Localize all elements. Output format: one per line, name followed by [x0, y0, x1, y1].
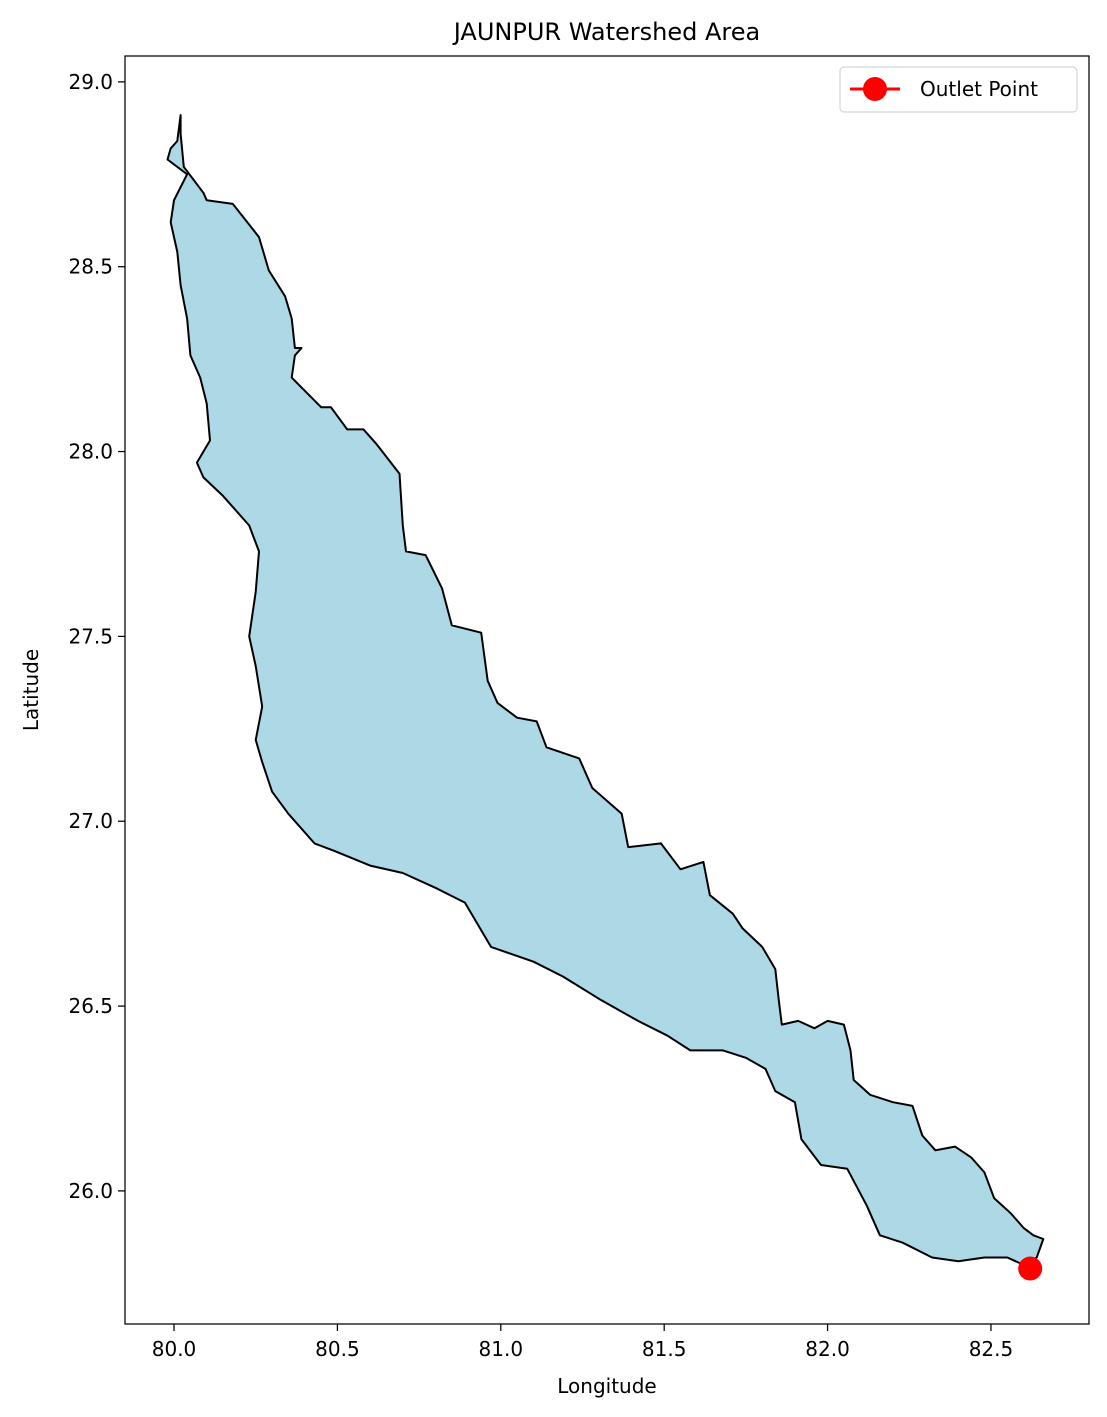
legend: Outlet Point [839, 66, 1078, 113]
y-tick-label: 27.5 [68, 624, 113, 648]
x-axis-label: Longitude [557, 1374, 656, 1398]
legend-box [839, 66, 1078, 113]
watershed-polygon [166, 114, 1045, 1266]
legend-label-outlet-point: Outlet Point [920, 77, 1038, 101]
y-tick-label: 27.0 [68, 809, 113, 833]
axes-frame [124, 55, 1090, 1325]
y-tick-label: 26.0 [68, 1179, 113, 1203]
x-axis-ticks: 80.0 80.5 81.0 81.5 82.0 82.5 [152, 1324, 1013, 1361]
plot-area [166, 114, 1045, 1281]
x-tick-label: 81.0 [479, 1337, 524, 1361]
legend-marker-swatch [863, 77, 887, 101]
y-tick-label: 29.0 [68, 70, 113, 94]
y-tick-label: 28.5 [68, 255, 113, 279]
y-tick-label: 26.5 [68, 994, 113, 1018]
outlet-point-marker [1018, 1256, 1043, 1281]
y-tick-label: 28.0 [68, 440, 113, 464]
x-tick-label: 82.0 [805, 1337, 850, 1361]
x-tick-label: 82.5 [969, 1337, 1014, 1361]
x-tick-label: 80.5 [315, 1337, 360, 1361]
y-axis-ticks: 26.0 26.5 27.0 27.5 28.0 28.5 29.0 [68, 70, 125, 1203]
y-axis-label: Latitude [19, 649, 43, 731]
x-tick-label: 81.5 [642, 1337, 687, 1361]
x-tick-label: 80.0 [152, 1337, 197, 1361]
chart-title: JAUNPUR Watershed Area [452, 18, 760, 46]
